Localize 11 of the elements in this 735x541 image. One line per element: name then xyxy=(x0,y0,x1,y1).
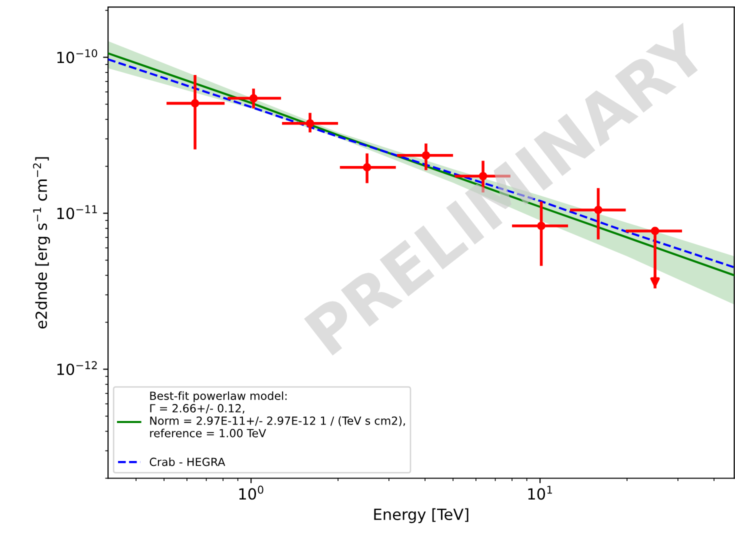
y-tick-label: 10$^{−12}$ xyxy=(57,361,97,376)
point xyxy=(249,94,258,102)
y-axis-title: e2dnde [erg s$^{−1}$ cm$^{−2}$] xyxy=(33,157,50,328)
x-tick-label: 10$^{0}$ xyxy=(239,486,264,500)
point xyxy=(190,99,200,108)
legend-label: Crab - HEGRA xyxy=(150,457,226,466)
x-axis-title: Energy [TeV] xyxy=(374,508,468,524)
y-tick-label: 10$^{−11}$ xyxy=(57,205,97,220)
y-tick-label: 10$^{−10}$ xyxy=(57,49,98,64)
legend-label: Best-fit powerlaw model: Γ = 2.66+/- 0.12, Norm = 2.97E-11+/- 2.97E-12 1 / (TeV s cm2), reference = 1.00 TeV xyxy=(150,391,405,438)
x-tick-label: 10$^{1}$ xyxy=(528,486,552,500)
